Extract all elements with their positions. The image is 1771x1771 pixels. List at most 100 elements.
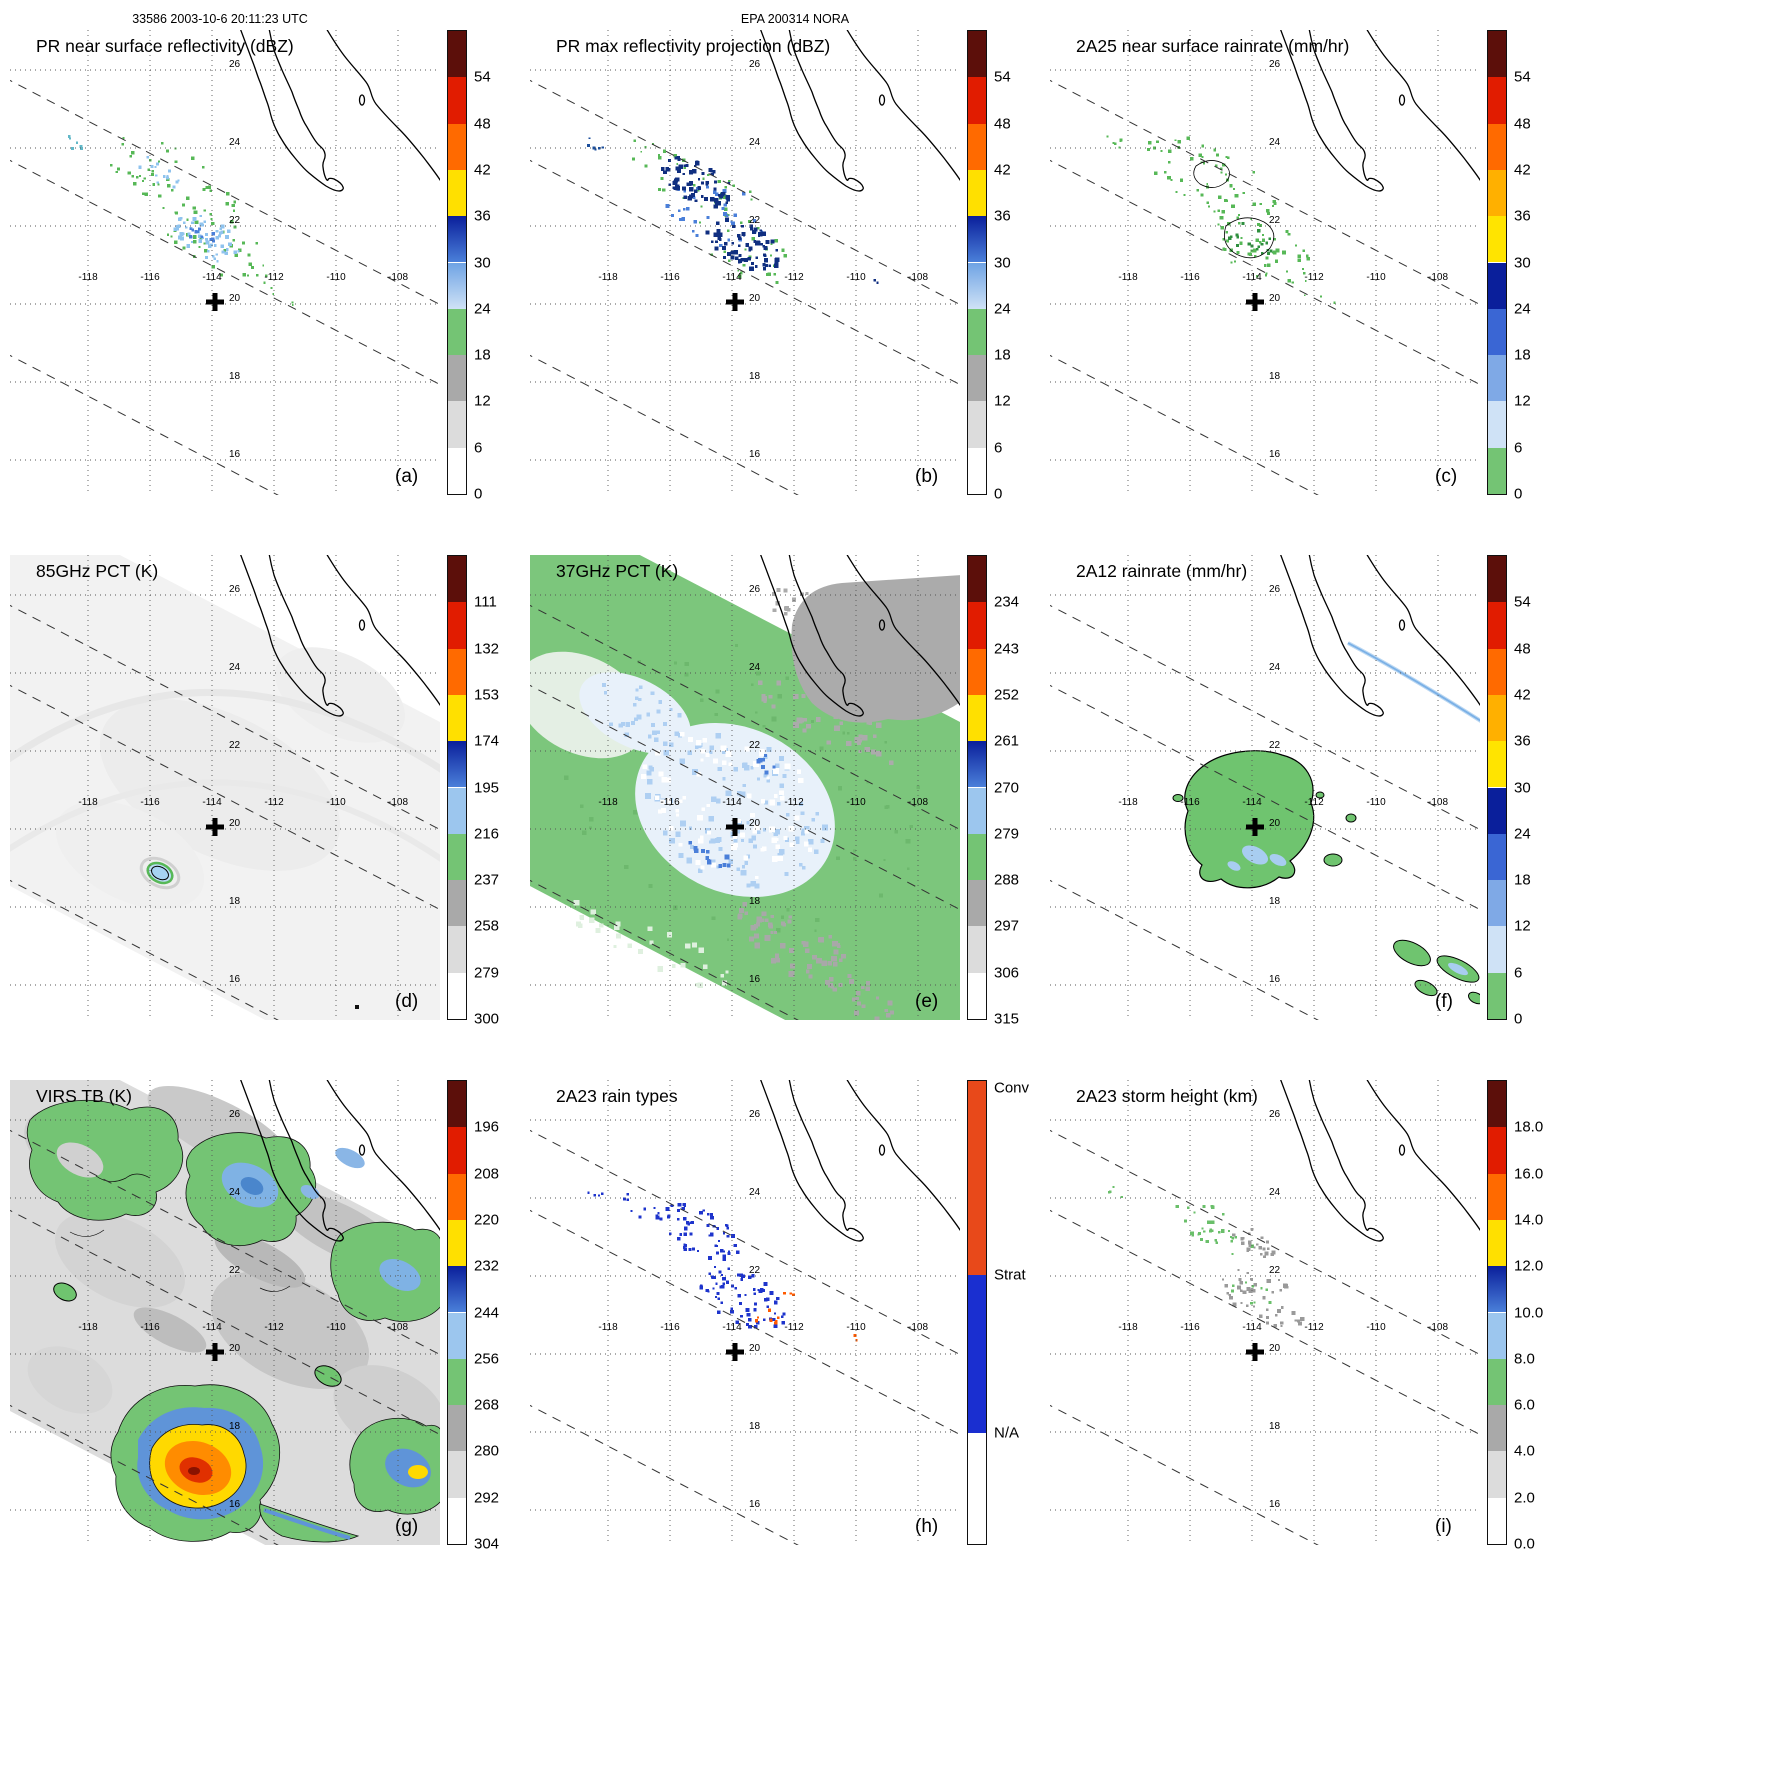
colorbar-segment (448, 1127, 466, 1174)
colorbar-segment (448, 262, 466, 309)
colorbar-tick-label: 196 (474, 1118, 500, 1136)
panel-letter-g: (g) (395, 1516, 419, 1537)
colorbar-segment (968, 401, 986, 448)
colorbar-tick-label: 18 (474, 346, 491, 364)
storm-center-marker (726, 1343, 744, 1361)
ice-scatter-blob (151, 865, 169, 881)
colorbar-tick-label: 174 (474, 732, 500, 750)
colorbar-tick-label: 6 (474, 439, 483, 457)
colorbar-tick-label: 36 (474, 207, 491, 225)
colorbar-tick-label: 315 (994, 1010, 1020, 1028)
colorbar-segment (1488, 741, 1506, 788)
colorbar-tick-label: 48 (994, 115, 1011, 133)
colorbar-tick-label: 54 (1514, 593, 1531, 611)
colorbar-segment (448, 355, 466, 402)
colorbar-segment (1488, 1312, 1506, 1359)
colorbar-tick-label: 258 (474, 917, 500, 935)
colorbar-segment (448, 77, 466, 124)
colorbar-e: 234 243 252 261 270 279 288 297 306 315 (967, 555, 1019, 1028)
panel-b: PR max reflectivity projection (dBZ) (b)… (530, 0, 1040, 505)
colorbar-tick-label: 42 (1514, 161, 1531, 179)
colorbar-segment (968, 77, 986, 124)
colorbar-tick-label: 111 (474, 593, 497, 611)
colorbar-tick-label: 256 (474, 1350, 500, 1368)
colorbar-tick-label: 48 (474, 115, 491, 133)
storm-center-marker (1246, 293, 1264, 311)
colorbar-tick-label: 12 (1514, 917, 1531, 935)
colorbar-segment (448, 1451, 466, 1498)
colorbar-segment (1488, 262, 1506, 309)
colorbar-tick-label: 14.0 (1514, 1211, 1544, 1229)
panel-title-b: PR max reflectivity projection (dBZ) (556, 36, 831, 56)
cold-cloud-green (26, 1099, 183, 1221)
panel-title-i: 2A23 storm height (km) (1076, 1086, 1258, 1106)
colorbar-segment (448, 648, 466, 695)
colorbar-segment (1488, 1266, 1506, 1313)
colorbar-g: 196 208 220 232 244 256 268 280 292 304 (447, 1080, 499, 1553)
colorbar-tick-label: 42 (994, 161, 1011, 179)
colorbar-tick-label: 54 (994, 68, 1011, 86)
colorbar-tick-label: 244 (474, 1304, 500, 1321)
map-b (530, 30, 960, 495)
panel-title-h: 2A23 rain types (556, 1086, 678, 1106)
colorbar-segment (1488, 123, 1506, 170)
colorbar-tick-label: 6 (1514, 439, 1523, 457)
colorbar-segment (448, 694, 466, 742)
colorbar-tick-label: 48 (1514, 640, 1531, 658)
colorbar-tick-label: 12.0 (1514, 1257, 1544, 1275)
colorbar-segment (1488, 694, 1506, 742)
colorbar-segment (1488, 972, 1506, 1019)
panel-letter-i: (i) (1435, 1516, 1452, 1537)
panel-c: 2A25 near surface rainrate (mm/hr) (c) 5… (1050, 0, 1560, 505)
map-e (530, 555, 960, 1020)
panel-h: 2A23 rain types (h) Conv Strat N/A (530, 1050, 1040, 1555)
colorbar-segment (448, 401, 466, 448)
colorbar-segment (968, 31, 986, 78)
panel-title-a: PR near surface reflectivity (dBZ) (36, 36, 294, 56)
colorbar-segment (1488, 355, 1506, 402)
colorbar-tick-label: 252 (994, 686, 1020, 704)
colorbar-segment (1488, 401, 1506, 448)
colorbar-tick-label: 12 (1514, 392, 1531, 410)
storm-center-marker (206, 818, 224, 836)
colorbar-segment (448, 169, 466, 217)
colorbar-tick-label: 268 (474, 1396, 500, 1414)
panel-letter-f: (f) (1435, 991, 1453, 1012)
colorbar-tick-label: 234 (994, 593, 1020, 611)
colorbar-segment (1488, 447, 1506, 494)
colorbar-tick-label: 30 (994, 254, 1011, 271)
colorbar-tick-label: 36 (1514, 732, 1531, 750)
colorbar-b: 54 48 42 36 30 24 18 12 6 0 (967, 30, 1011, 503)
artifact-streak (1347, 641, 1480, 723)
colorbar-segment (1488, 216, 1506, 263)
data-overlay-h (587, 1191, 858, 1342)
colorbar-segment (1488, 77, 1506, 124)
panel-title-f: 2A12 rainrate (mm/hr) (1076, 561, 1248, 581)
colorbar-tick-label: 232 (474, 1257, 500, 1275)
panel-letter-a: (a) (395, 466, 419, 487)
colorbar-segment (968, 741, 986, 788)
colorbar-tick-label: 279 (474, 964, 500, 982)
colorbar-tick-label: 42 (1514, 686, 1531, 704)
colorbar-segment (448, 31, 466, 78)
colorbar-segment (448, 602, 466, 649)
colorbar-segment (968, 216, 986, 263)
colorbar-tick-label: 270 (994, 779, 1020, 796)
colorbar-tick-label: 18 (1514, 346, 1531, 364)
colorbar-tick-label: 36 (1514, 207, 1531, 225)
colorbar-tick-label: 48 (1514, 115, 1531, 133)
colorbar-tick-label: 12 (474, 392, 491, 410)
ice-scatter-ring (139, 856, 181, 890)
panel-letter-d: (d) (395, 991, 419, 1012)
colorbar-tick-label: 18 (994, 346, 1011, 364)
storm-center-marker (206, 293, 224, 311)
panel-title-d: 85GHz PCT (K) (36, 561, 159, 581)
colorbar-segment (448, 1358, 466, 1406)
colorbar-segment (1488, 1081, 1506, 1128)
map-f (1050, 555, 1480, 1020)
data-overlay-a (67, 135, 294, 306)
colorbar-tick-label: N/A (994, 1424, 1020, 1442)
map-d (10, 555, 440, 1020)
colorbar-segment (968, 123, 986, 170)
colorbar-segment (968, 355, 986, 402)
